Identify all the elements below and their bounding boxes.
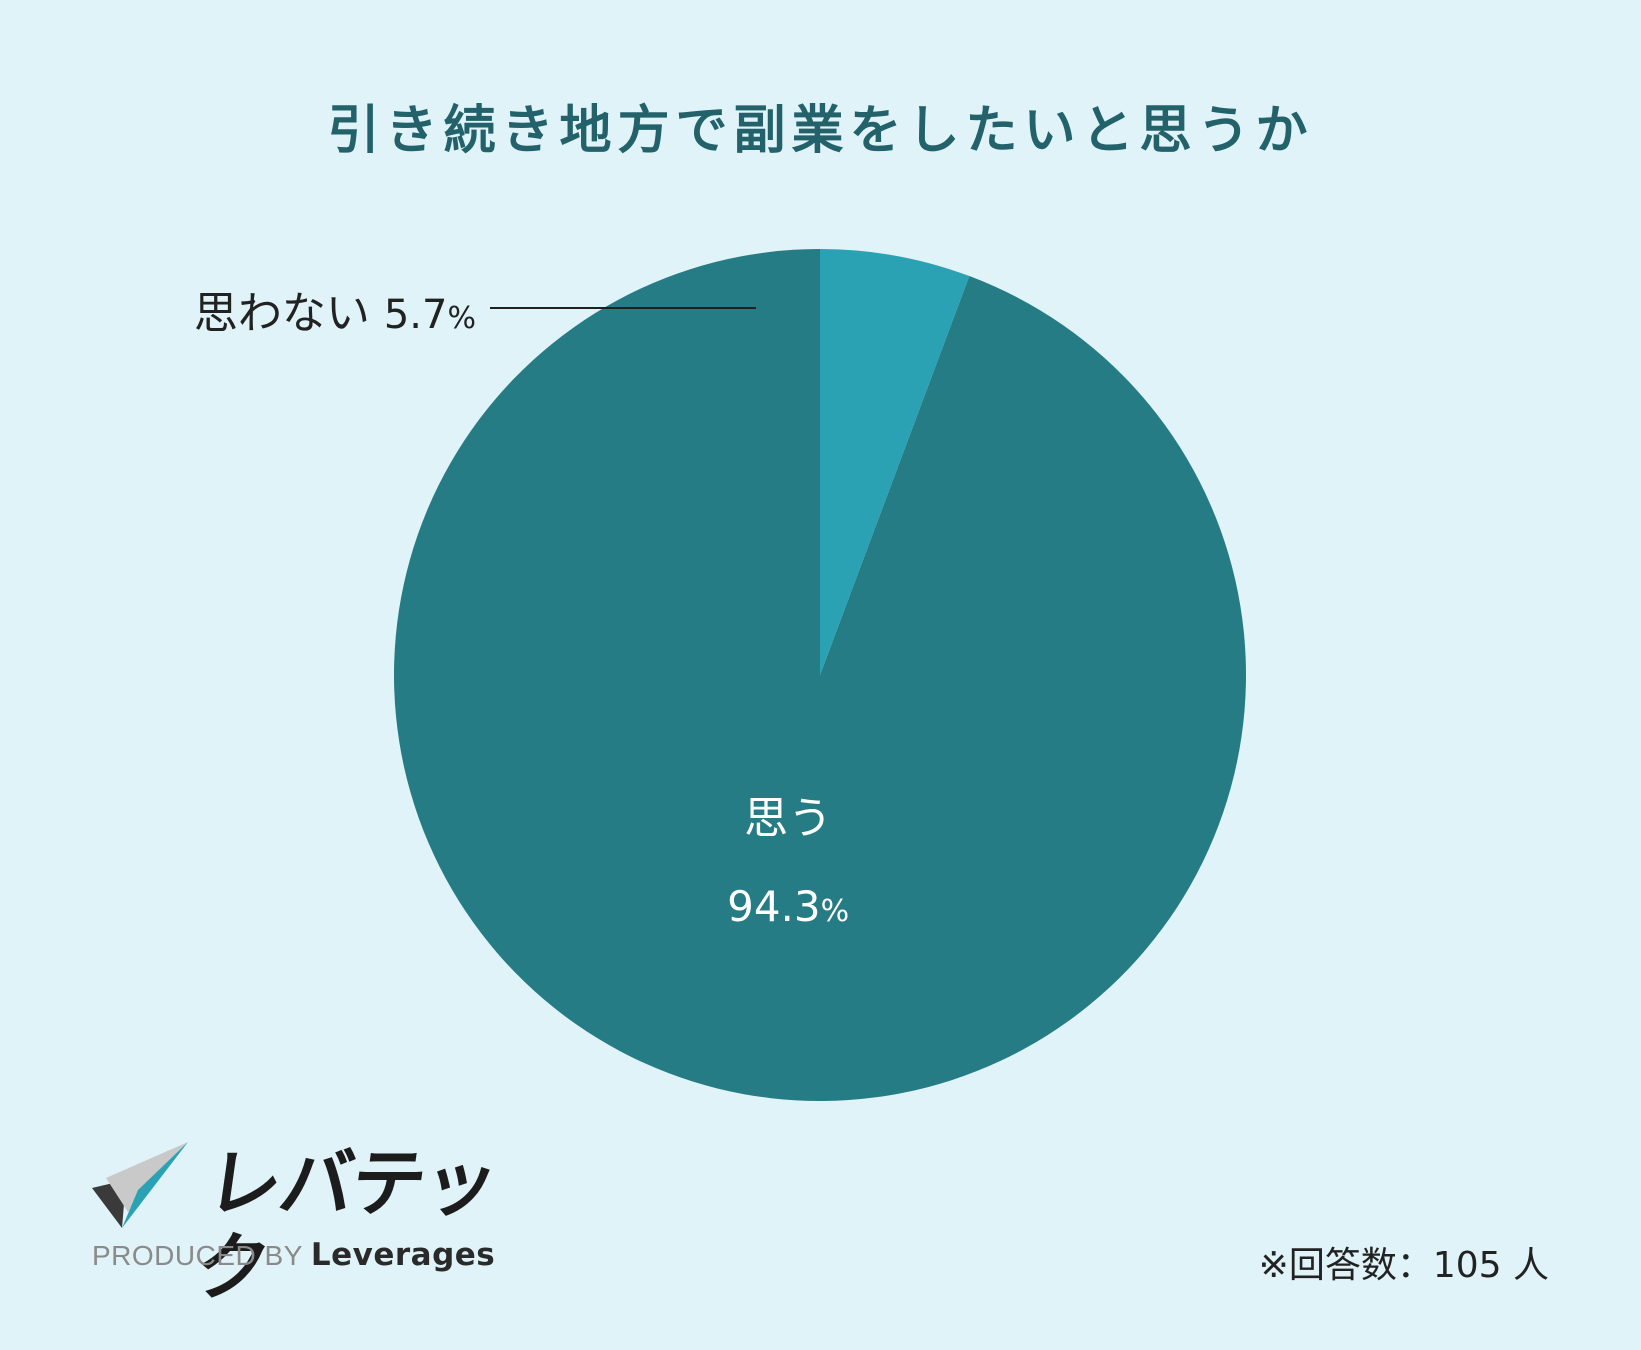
slice-value-omowanai-unit: % [447,301,476,336]
pie-slice-omowanai [820,249,970,675]
pie-slice-omou [394,249,1247,1101]
respondent-count-note: ※回答数：105 人 [1258,1245,1549,1286]
levtech-wordmark: レバテック [189,1141,502,1311]
slice-value-omou-number: 94.3 [727,882,821,931]
slice-label-omou: 思う [744,793,832,844]
slice-value-omou: 94.3% [727,882,849,931]
produced-by-text: PRODUCED BY [92,1240,303,1271]
slice-label-omowanai: 思わない [194,288,370,339]
chart-title: 引き続き地方で副業をしたいと思うか [327,101,1314,161]
levtech-check-mark-icon [92,1142,188,1228]
leverages-name: Leverages [310,1237,496,1273]
slice-callout-omowanai: 思わない 5.7% [194,288,476,339]
levtech-logo: レバテック PRODUCED BY Leverages [92,1141,512,1311]
produced-by-line: PRODUCED BY Leverages [92,1237,495,1273]
slice-value-omou-unit: % [821,894,850,929]
slice-value-omowanai-number: 5.7 [384,292,448,338]
